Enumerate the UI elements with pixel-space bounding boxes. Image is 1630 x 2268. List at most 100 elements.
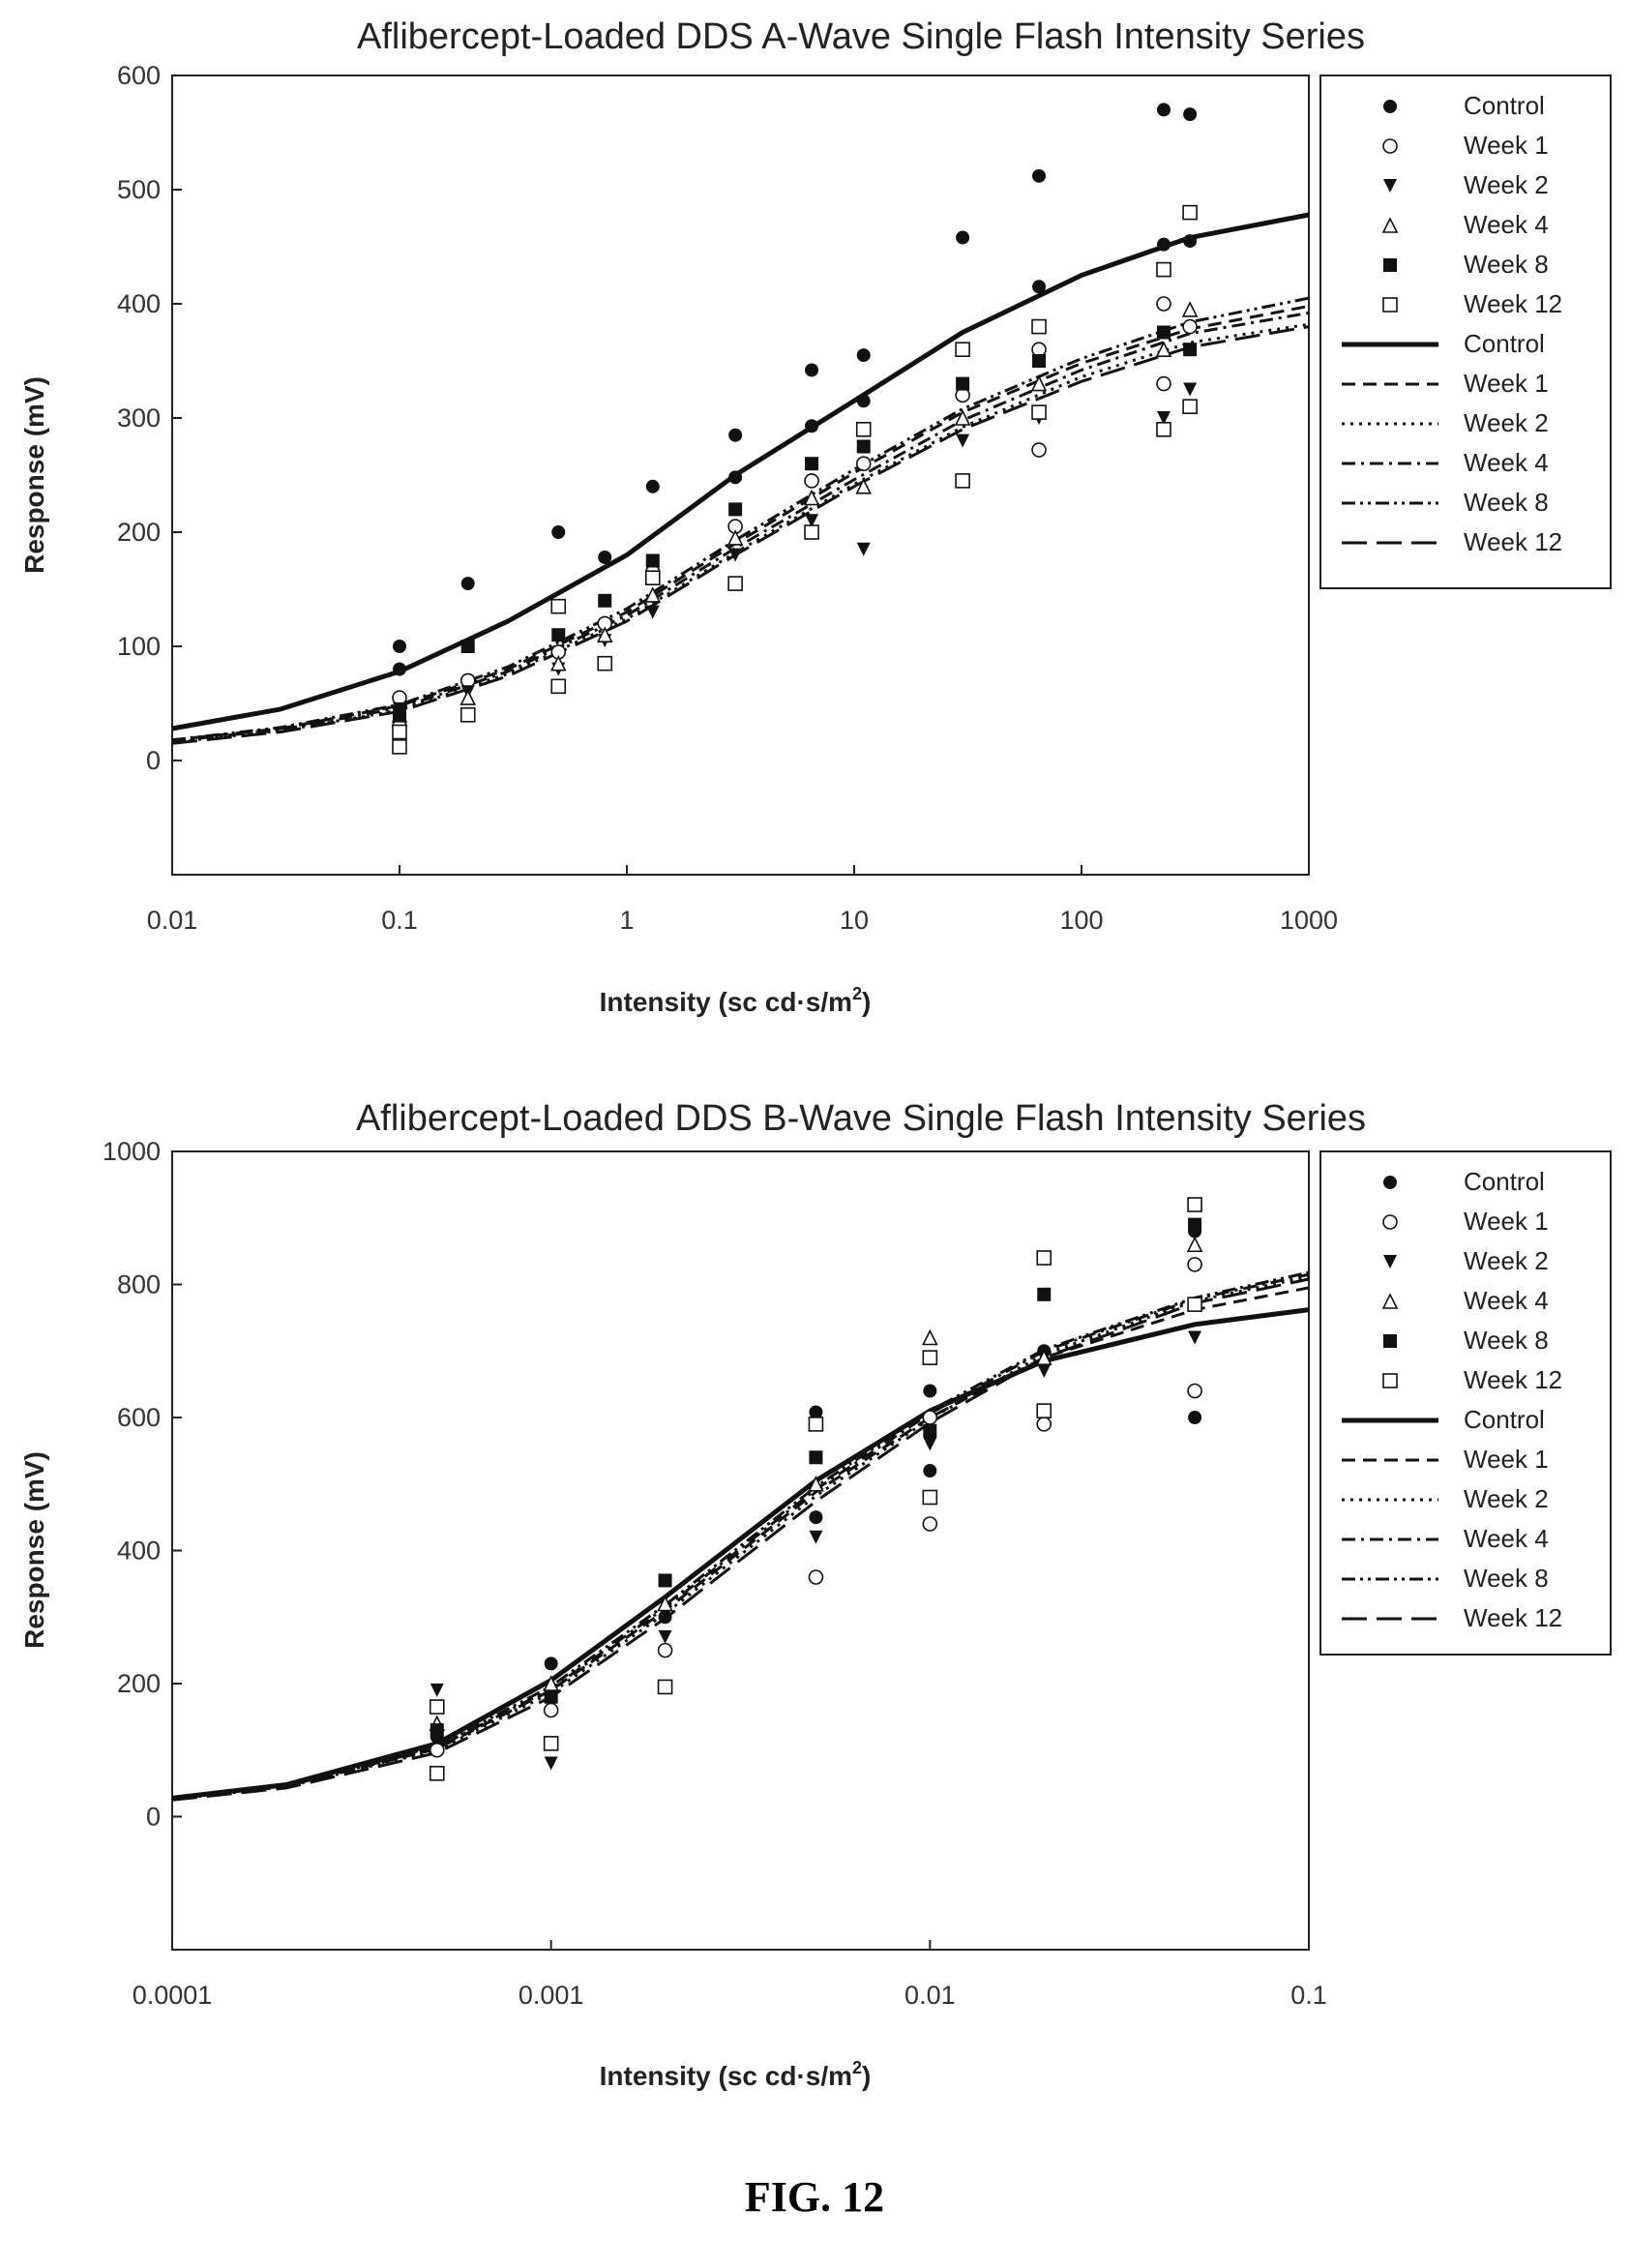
x-axis-label-a: Intensity (sc cd·s/m2)	[600, 984, 872, 1017]
data-point-b-week-4	[922, 1328, 938, 1346]
data-point-a-week-12	[727, 576, 743, 591]
data-point-a-week-12	[855, 421, 872, 437]
plot-frame-a	[171, 75, 1310, 876]
data-point-a-week-1	[1156, 296, 1171, 312]
legend-label-b: Week 12	[1464, 1365, 1562, 1394]
y-tick-label-a: 600	[117, 61, 161, 90]
data-point-b-week-1	[1187, 1257, 1202, 1272]
data-point-a-week-8	[551, 628, 566, 642]
data-point-b-week-2	[658, 1629, 672, 1644]
x-tick-label-a: 100	[1059, 906, 1103, 935]
x-axis-label-a-main: Intensity (sc cd·s/m	[600, 987, 852, 1017]
legend-marker-b	[1383, 1255, 1397, 1268]
data-point-a-week-12	[1182, 204, 1198, 221]
data-point-b-week-12	[429, 1699, 445, 1715]
x-axis-label-a-sup: 2	[852, 984, 862, 1003]
legend-label-a: Week 4	[1464, 448, 1549, 477]
data-point-a-control	[1032, 168, 1047, 183]
legend-marker-a	[1383, 179, 1397, 193]
fit-line-b-week-2	[171, 1274, 1310, 1802]
x-tick-label-a: 0.1	[381, 906, 418, 935]
y-axis-label-a: Response (mV)	[19, 376, 49, 574]
data-point-b-week-12	[1187, 1197, 1202, 1212]
data-point-a-week-12	[1031, 404, 1047, 420]
data-point-b-week-1	[922, 1410, 938, 1425]
data-point-a-control	[805, 363, 819, 377]
data-point-b-control	[1188, 1411, 1202, 1424]
data-point-b-week-8	[1037, 1287, 1052, 1301]
data-point-b-week-1	[1187, 1383, 1202, 1399]
legend-b: Control Week 1 Week 2 Week 4 Week 8 Week 12 Co…	[1342, 1167, 1562, 1632]
data-point-b-week-2	[1188, 1330, 1202, 1345]
data-point-a-control	[728, 428, 743, 442]
legend-marker-b	[1383, 1176, 1397, 1189]
data-point-a-week-4	[855, 478, 873, 494]
legend-a: Control Week 1 Week 2 Week 4 Week 8 Week 12 Co…	[1342, 91, 1562, 556]
data-point-b-week-1	[1036, 1417, 1052, 1432]
data-point-a-week-8	[645, 553, 660, 568]
b-wave-chart: Aflibercept-Loaded DDS B-Wave Single Fla…	[19, 1098, 1612, 2091]
data-point-b-week-12	[808, 1417, 824, 1432]
chart-title-a: Aflibercept-Loaded DDS A-Wave Single Fla…	[357, 16, 1365, 57]
data-point-b-week-2	[923, 1437, 937, 1451]
data-point-a-week-8	[598, 593, 612, 608]
data-point-b-week-8	[544, 1689, 558, 1704]
legend-label-b: Week 1	[1464, 1445, 1549, 1474]
data-point-a-control	[645, 479, 660, 493]
y-tick-label-b: 200	[117, 1669, 161, 1698]
legend-label-b: Week 2	[1464, 1484, 1549, 1513]
data-point-a-week-1	[1156, 375, 1171, 392]
data-point-a-week-1	[1182, 318, 1198, 335]
plot-area-b: 0 200 400 600 800 1000 0.0001 0.001 0.01 0.1	[103, 1137, 1327, 2010]
data-point-a-week-8	[1183, 343, 1198, 357]
data-point-a-control	[1183, 234, 1198, 249]
data-point-b-week-4	[808, 1475, 824, 1492]
data-point-a-week-12	[1182, 399, 1198, 415]
data-point-b-week-12	[429, 1766, 445, 1781]
data-point-b-week-12	[543, 1736, 559, 1751]
data-point-a-week-12	[955, 342, 970, 358]
data-point-a-week-12	[597, 655, 613, 671]
data-point-a-control	[460, 577, 475, 591]
x-axis-label-a-end: )	[862, 987, 871, 1017]
data-point-b-week-12	[1036, 1250, 1052, 1266]
data-point-a-week-8	[728, 502, 743, 517]
data-point-a-week-4	[1155, 341, 1172, 358]
data-point-a-control	[805, 419, 819, 433]
data-point-a-week-8	[460, 640, 475, 653]
data-point-b-week-2	[544, 1756, 558, 1771]
data-point-a-week-2	[1157, 411, 1171, 425]
data-point-a-week-2	[728, 548, 743, 562]
data-point-b-week-1	[429, 1742, 445, 1758]
plot-area-a: 0 100 200 300 400 500 600 0.01 0.1 1 10 100 1000	[117, 61, 1338, 935]
data-point-b-week-1	[657, 1642, 673, 1658]
data-point-b-control	[809, 1510, 823, 1525]
data-point-a-week-1	[804, 473, 819, 489]
fit-line-b-control	[171, 1307, 1310, 1801]
legend-label-a: Control	[1464, 329, 1545, 358]
data-point-a-week-2	[805, 514, 819, 528]
data-point-a-week-1	[1031, 442, 1047, 458]
y-tick-label-a: 500	[117, 175, 161, 204]
legend-label-b: Week 8	[1464, 1564, 1549, 1593]
data-point-a-control	[856, 394, 871, 408]
data-point-a-week-4	[1181, 301, 1199, 317]
x-tick-label-a: 0.01	[147, 906, 198, 935]
data-point-b-control	[658, 1610, 672, 1625]
data-point-a-week-4	[803, 489, 820, 506]
data-point-b-week-12	[1036, 1403, 1052, 1418]
data-point-b-week-1	[543, 1702, 559, 1718]
data-point-a-week-2	[1183, 382, 1198, 397]
chart-title-b: Aflibercept-Loaded DDS B-Wave Single Fla…	[356, 1098, 1366, 1139]
data-point-b-control	[923, 1384, 937, 1398]
data-point-a-control	[1157, 237, 1171, 252]
data-point-b-week-1	[808, 1569, 824, 1585]
data-point-a-control	[393, 662, 406, 676]
legend-label-b: Week 12	[1464, 1603, 1562, 1632]
data-point-a-week-4	[1030, 374, 1048, 392]
data-point-a-week-2	[856, 542, 871, 556]
data-point-a-week-12	[1156, 421, 1171, 437]
x-axis-label-b-main: Intensity (sc cd·s/m	[600, 2061, 852, 2091]
data-point-b-week-12	[922, 1350, 938, 1365]
